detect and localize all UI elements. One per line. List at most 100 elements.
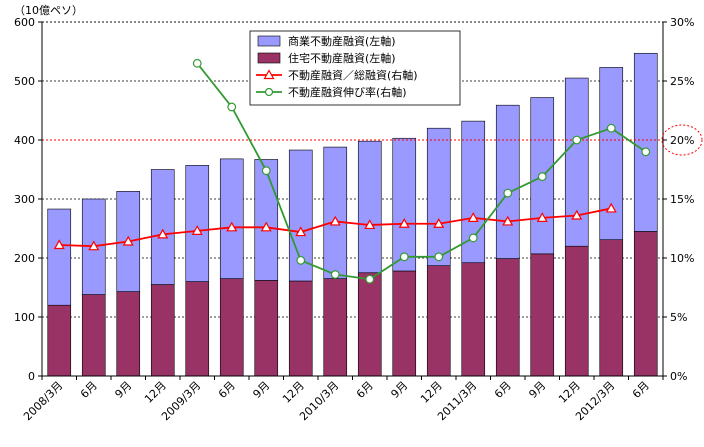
bar-commercial	[426, 127, 451, 266]
bar-residential	[357, 272, 382, 377]
series-lines	[53, 58, 651, 284]
bar-residential	[495, 258, 520, 377]
bar-residential	[219, 278, 244, 377]
x-tick-label: 12月	[142, 379, 169, 406]
unit-label: （10億ペソ）	[14, 4, 83, 17]
bar-residential	[461, 262, 486, 377]
series-marker-circle	[296, 255, 306, 265]
bar-residential	[323, 278, 348, 377]
x-tick-label: 6月	[492, 379, 514, 401]
x-tick-label: 9月	[526, 379, 548, 401]
legend-label: 住宅不動産融資(左軸)	[288, 51, 396, 65]
series-marker-circle	[227, 102, 237, 112]
left-tick-label: 500	[14, 75, 35, 88]
series-marker-triangle	[88, 240, 100, 251]
series-marker-triangle	[226, 221, 238, 232]
bar-residential	[599, 239, 624, 377]
bar-residential	[81, 294, 106, 377]
series-marker-triangle	[502, 215, 514, 226]
bar-residential	[254, 280, 279, 377]
x-tick-label: 12月	[418, 379, 445, 406]
series-marker-triangle	[364, 219, 376, 230]
bar-residential	[150, 284, 175, 377]
series-marker-triangle	[398, 218, 410, 228]
legend-label: 不動産融資／総融資(右軸)	[288, 68, 418, 82]
right-tick-label: 0%	[670, 370, 687, 383]
right-tick-label: 10%	[670, 252, 694, 265]
bar-residential	[426, 265, 451, 377]
series-marker-circle	[503, 188, 513, 198]
right-axis-ticks: 0% 5% 10% 15% 20% 25% 30%	[663, 16, 694, 383]
left-axis-ticks: 0 100 200 300 400 500 600	[14, 16, 42, 383]
series-marker-circle	[330, 270, 340, 279]
bar-commercial	[150, 169, 175, 285]
legend-swatch	[257, 35, 281, 47]
legend-label: 商業不動産融資(左軸)	[288, 34, 396, 48]
series-marker-circle	[537, 172, 547, 181]
x-tick-label: 6月	[78, 379, 100, 401]
bar-commercial	[357, 140, 382, 274]
right-tick-label: 20%	[670, 134, 694, 147]
bar-commercial	[599, 67, 624, 241]
x-tick-label: 6月	[630, 379, 652, 401]
left-tick-label: 100	[14, 311, 35, 324]
legend-label: 不動産融資伸び率(右軸)	[288, 85, 407, 99]
bar-residential	[47, 304, 72, 377]
bar-commercial	[495, 104, 520, 259]
bar-residential	[392, 270, 417, 377]
bar-commercial	[47, 208, 72, 306]
legend: 商業不動産融資(左軸) 住宅不動産融資(左軸) 不動産融資／総融資(右軸) 不動産融資…	[249, 30, 461, 106]
left-tick-label: 300	[14, 193, 35, 206]
series-marker-triangle	[157, 228, 169, 239]
x-tick-label: 6月	[354, 379, 376, 401]
bar-commercial	[288, 149, 313, 282]
series-marker-triangle	[605, 202, 617, 213]
legend-box	[249, 30, 461, 106]
series-marker-circle	[434, 252, 444, 262]
series-marker-triangle	[191, 225, 203, 235]
highlight-20-circle	[661, 124, 703, 156]
series-marker-triangle	[571, 209, 583, 220]
bar-commercial	[185, 165, 210, 282]
bar-residential	[116, 291, 141, 377]
bar-commercial	[564, 77, 589, 247]
x-tick-label: 12月	[280, 379, 307, 406]
series-marker-triangle	[53, 239, 65, 250]
series-marker-circle	[572, 135, 582, 145]
right-tick-label: 15%	[670, 193, 694, 206]
bar-commercial	[219, 158, 244, 279]
right-tick-label: 5%	[670, 311, 687, 324]
series-marker-circle	[606, 123, 616, 133]
bar-residential	[530, 253, 555, 377]
bar-residential	[288, 280, 313, 377]
left-tick-label: 0	[28, 370, 35, 383]
series-marker-circle	[399, 252, 409, 262]
left-tick-label: 600	[14, 16, 35, 29]
right-tick-label: 30%	[670, 16, 694, 29]
x-tick-label: 6月	[216, 379, 238, 401]
bar-commercial	[392, 137, 417, 272]
series-marker-triangle	[329, 215, 341, 226]
bar-commercial	[323, 146, 348, 279]
legend-swatch	[257, 52, 281, 64]
left-tick-label: 400	[14, 134, 35, 147]
x-tick-label: 9月	[388, 379, 410, 401]
series-marker-circle	[192, 58, 202, 68]
bar-residential	[564, 245, 589, 377]
series-marker-triangle	[433, 218, 445, 228]
bar-commercial	[254, 159, 279, 281]
x-tick-label: 12月	[556, 379, 583, 406]
series-marker-circle	[261, 166, 271, 176]
x-tick-label: 9月	[250, 379, 272, 401]
x-tick-label: 9月	[112, 379, 134, 401]
series-marker-circle	[468, 233, 478, 243]
left-tick-label: 200	[14, 252, 35, 265]
series-marker-triangle	[122, 235, 134, 246]
series-marker-triangle	[260, 221, 272, 232]
x-tick-label: 2008/3月	[21, 379, 65, 423]
series-marker-circle	[641, 147, 651, 157]
legend-marker	[263, 69, 275, 80]
legend-marker	[264, 87, 274, 97]
